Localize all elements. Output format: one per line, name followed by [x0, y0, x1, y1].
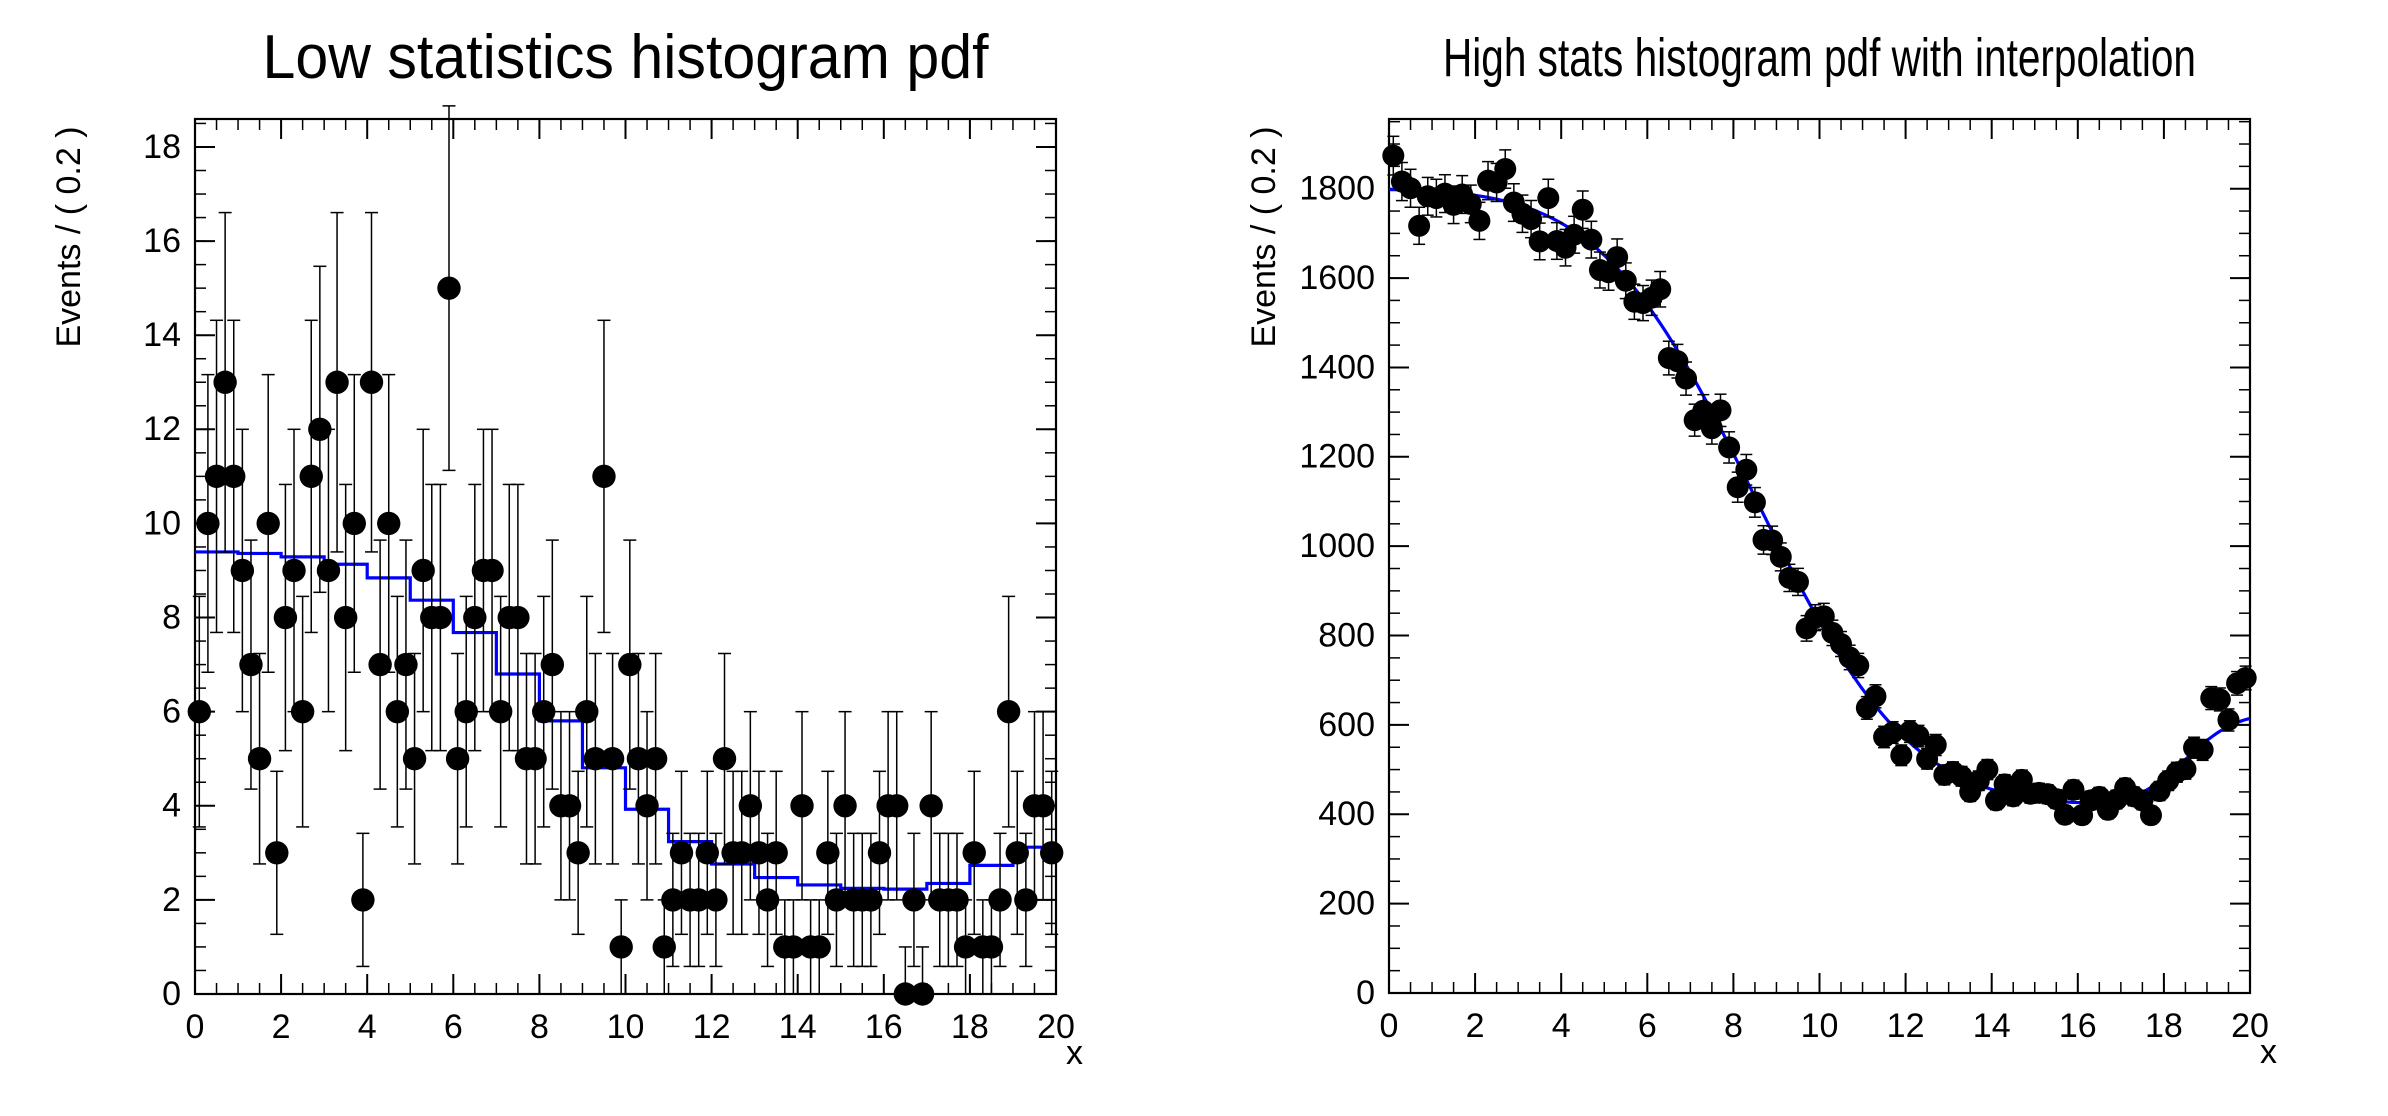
svg-text:14: 14: [1973, 1007, 2011, 1045]
svg-text:2: 2: [1466, 1007, 1485, 1045]
svg-text:1000: 1000: [1299, 527, 1375, 565]
svg-text:16: 16: [865, 1008, 903, 1046]
svg-text:800: 800: [1318, 616, 1375, 654]
svg-text:2: 2: [272, 1008, 291, 1046]
svg-text:4: 4: [162, 787, 181, 825]
svg-text:18: 18: [951, 1008, 989, 1046]
svg-text:10: 10: [607, 1008, 645, 1046]
svg-text:200: 200: [1318, 885, 1375, 923]
svg-text:6: 6: [444, 1008, 463, 1046]
svg-text:16: 16: [143, 222, 181, 260]
svg-text:16: 16: [2059, 1007, 2097, 1045]
svg-text:1200: 1200: [1299, 438, 1375, 476]
svg-text:Events / ( 0.2 ): Events / ( 0.2 ): [1245, 126, 1283, 347]
svg-text:0: 0: [162, 975, 181, 1013]
svg-text:18: 18: [143, 128, 181, 166]
svg-text:14: 14: [143, 316, 181, 354]
svg-text:1600: 1600: [1299, 259, 1375, 297]
svg-text:Low statistics histogram pdf: Low statistics histogram pdf: [263, 23, 990, 92]
svg-text:400: 400: [1318, 795, 1375, 833]
svg-text:8: 8: [162, 598, 181, 636]
svg-text:0: 0: [1356, 974, 1375, 1012]
svg-text:8: 8: [530, 1008, 549, 1046]
svg-text:0: 0: [186, 1008, 205, 1046]
svg-text:12: 12: [693, 1008, 731, 1046]
svg-text:14: 14: [779, 1008, 817, 1046]
svg-text:1400: 1400: [1299, 348, 1375, 386]
svg-text:12: 12: [1887, 1007, 1925, 1045]
svg-text:Events / ( 0.2 ): Events / ( 0.2 ): [50, 126, 88, 347]
svg-text:High stats histogram pdf with: High stats histogram pdf with interpolat…: [1443, 28, 2196, 88]
svg-text:600: 600: [1318, 706, 1375, 744]
svg-text:x: x: [1066, 1034, 1083, 1072]
svg-text:18: 18: [2145, 1007, 2183, 1045]
svg-text:12: 12: [143, 410, 181, 448]
svg-text:6: 6: [1638, 1007, 1657, 1045]
svg-text:10: 10: [1801, 1007, 1839, 1045]
svg-text:4: 4: [358, 1008, 377, 1046]
svg-text:x: x: [2260, 1033, 2277, 1071]
svg-text:8: 8: [1724, 1007, 1743, 1045]
svg-text:1800: 1800: [1299, 170, 1375, 208]
svg-text:10: 10: [143, 504, 181, 542]
svg-text:0: 0: [1380, 1007, 1399, 1045]
svg-text:4: 4: [1552, 1007, 1571, 1045]
svg-text:6: 6: [162, 693, 181, 731]
svg-text:2: 2: [162, 881, 181, 919]
